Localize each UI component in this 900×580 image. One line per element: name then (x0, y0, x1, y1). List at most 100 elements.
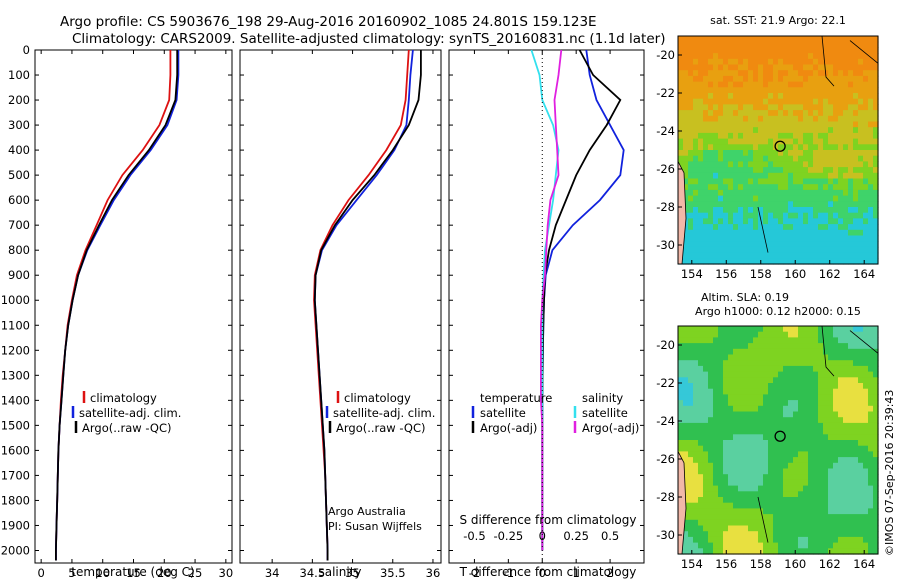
map-cell (703, 337, 709, 344)
map-cell (683, 365, 689, 373)
map-cell (768, 440, 774, 447)
map-cell (773, 212, 779, 219)
map-cell (803, 434, 809, 441)
map-cell (868, 218, 874, 225)
map-cell (778, 411, 784, 418)
map-cell (708, 218, 714, 225)
map-cell (873, 474, 879, 481)
map-cell (858, 422, 864, 430)
map-cell (803, 229, 809, 237)
map-cell (773, 360, 779, 367)
map-cell (763, 377, 769, 384)
map-cell (783, 525, 789, 532)
map-cell (823, 64, 829, 71)
map-cell (688, 485, 694, 492)
map-cell (733, 514, 739, 521)
map-cell (733, 70, 739, 77)
map-cell (853, 36, 859, 43)
map-cell (758, 138, 764, 145)
map-cell (793, 144, 799, 151)
map-cell (843, 326, 849, 333)
map-cell (793, 155, 799, 162)
map-cell (763, 246, 769, 254)
map-cell (708, 132, 714, 140)
map-cell (828, 150, 834, 157)
map-cell (778, 207, 784, 214)
map-cell (738, 542, 744, 549)
temperature-xlabel: temperature (deg C) (71, 565, 194, 579)
map-cell (798, 53, 804, 60)
map-cell (733, 218, 739, 225)
depth-tick-label: 1700 (1, 468, 30, 482)
map-cell (823, 110, 829, 117)
map-cell (833, 70, 839, 77)
map-cell (748, 121, 754, 128)
map-cell (818, 331, 824, 338)
map-cell (828, 138, 834, 145)
map-cell (833, 47, 839, 54)
map-cell (713, 531, 719, 538)
map-cell (863, 104, 869, 111)
map-cell (768, 93, 774, 100)
map-cell (868, 508, 874, 515)
map-cell (753, 331, 759, 338)
map-cell (858, 519, 864, 527)
map-cell (863, 87, 869, 94)
map-cell (808, 189, 814, 197)
map-cell (693, 462, 699, 470)
map-cell (743, 155, 749, 162)
map-cell (773, 337, 779, 344)
map-frame (677, 35, 879, 265)
difference-panel-frame (448, 49, 645, 564)
map-cell (788, 326, 794, 333)
map-cell (783, 258, 789, 265)
map-cell (763, 457, 769, 464)
map-cell (783, 497, 789, 504)
map-cell (818, 132, 824, 140)
map-cell (683, 93, 689, 100)
map-cell (833, 87, 839, 94)
map-cell (678, 121, 684, 128)
map-cell (788, 189, 794, 197)
map-cell (803, 212, 809, 219)
map-cell (843, 212, 849, 219)
map-cell (688, 70, 694, 77)
map-cell (793, 343, 799, 350)
map-cell (823, 36, 829, 43)
map-cell (868, 155, 874, 162)
map-cell (738, 411, 744, 418)
map-cell (813, 491, 819, 498)
map-cell (758, 485, 764, 492)
map-cell (723, 252, 729, 259)
map-cell (683, 235, 689, 242)
map-cell (793, 434, 799, 441)
map-cell (858, 417, 864, 424)
map-cell (748, 531, 754, 538)
map-cell (858, 497, 864, 504)
map-cell (743, 172, 749, 180)
map-cell (853, 371, 859, 378)
map-cell (738, 224, 744, 231)
map-cell (813, 81, 819, 88)
map-cell (828, 451, 834, 458)
map-cell (733, 360, 739, 367)
map-cell (843, 422, 849, 430)
map-cell (808, 388, 814, 395)
map-cell (753, 258, 759, 265)
map-cell (863, 497, 869, 504)
map-cell (748, 440, 754, 447)
map-cell (828, 184, 834, 191)
map-cell (773, 53, 779, 60)
map-cell (738, 172, 744, 180)
map-cell (703, 115, 709, 123)
map-cell (848, 218, 854, 225)
map-cell (853, 121, 859, 128)
map-cell (768, 394, 774, 401)
map-cell (828, 354, 834, 361)
map-cell (808, 36, 814, 43)
map-cell (748, 161, 754, 168)
map-cell (723, 417, 729, 424)
map-cell (703, 451, 709, 458)
map-cell (728, 462, 734, 470)
map-cell (708, 331, 714, 338)
